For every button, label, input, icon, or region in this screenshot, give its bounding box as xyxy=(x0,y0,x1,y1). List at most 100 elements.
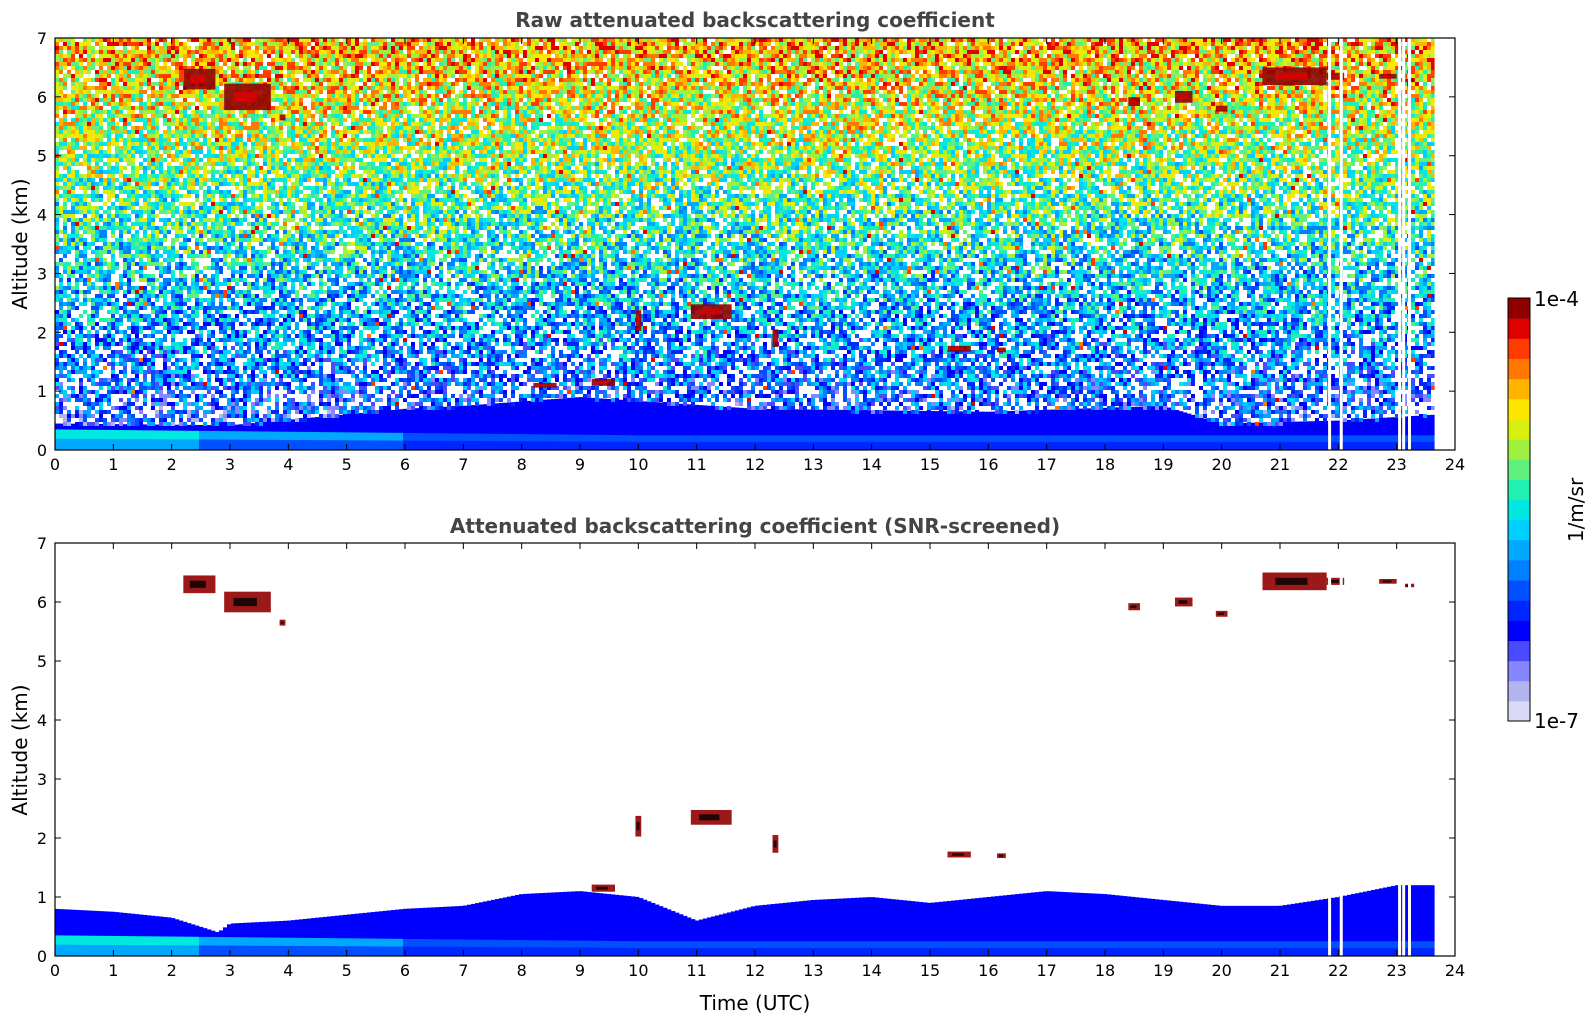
noise-cell xyxy=(207,206,211,210)
noise-cell xyxy=(67,162,71,166)
noise-cell xyxy=(143,250,147,254)
noise-cell xyxy=(123,334,127,338)
noise-cell xyxy=(303,134,307,138)
noise-cell xyxy=(115,326,119,330)
noise-cell xyxy=(175,234,179,238)
noise-cell xyxy=(115,50,119,54)
noise-cell xyxy=(231,162,235,166)
noise-cell xyxy=(215,62,219,66)
noise-cell xyxy=(115,374,119,378)
noise-cell xyxy=(135,194,139,198)
noise-cell xyxy=(187,126,191,130)
noise-cell xyxy=(227,266,231,270)
noise-cell xyxy=(223,242,227,246)
noise-cell xyxy=(203,46,207,50)
noise-cell xyxy=(243,114,247,118)
noise-cell xyxy=(67,194,71,198)
noise-cell xyxy=(187,374,191,378)
noise-cell xyxy=(75,50,79,54)
noise-cell xyxy=(295,98,299,102)
noise-cell xyxy=(223,414,227,418)
noise-cell xyxy=(71,330,75,334)
noise-cell xyxy=(107,50,111,54)
noise-cell xyxy=(199,406,203,410)
noise-cell xyxy=(139,366,143,370)
noise-cell xyxy=(259,42,263,46)
noise-cell xyxy=(83,110,87,114)
noise-cell xyxy=(87,162,91,166)
noise-cell xyxy=(63,398,67,402)
noise-cell xyxy=(223,326,227,330)
noise-cell xyxy=(203,106,207,110)
noise-cell xyxy=(263,382,267,386)
noise-cell xyxy=(83,242,87,246)
noise-cell xyxy=(187,318,191,322)
noise-cell xyxy=(227,170,231,174)
noise-cell xyxy=(239,406,243,410)
noise-cell xyxy=(275,70,279,74)
noise-cell xyxy=(295,266,299,270)
noise-cell xyxy=(71,394,75,398)
noise-cell xyxy=(275,358,279,362)
noise-cell xyxy=(231,110,235,114)
noise-cell xyxy=(87,402,91,406)
noise-cell xyxy=(163,54,167,58)
noise-cell xyxy=(191,354,195,358)
noise-cell xyxy=(199,150,203,154)
noise-cell xyxy=(259,318,263,322)
noise-cell xyxy=(303,126,307,130)
noise-cell xyxy=(275,326,279,330)
noise-cell xyxy=(59,302,63,306)
noise-cell xyxy=(211,202,215,206)
noise-cell xyxy=(91,150,95,154)
noise-cell xyxy=(155,342,159,346)
noise-cell xyxy=(199,94,203,98)
noise-cell xyxy=(275,50,279,54)
noise-cell xyxy=(303,70,307,74)
noise-cell xyxy=(123,310,127,314)
noise-cell xyxy=(155,234,159,238)
noise-cell xyxy=(203,370,207,374)
noise-cell xyxy=(203,210,207,214)
noise-cell xyxy=(135,46,139,50)
noise-cell xyxy=(91,326,95,330)
noise-cell xyxy=(203,310,207,314)
noise-cell xyxy=(307,254,311,258)
noise-cell xyxy=(159,306,163,310)
noise-cell xyxy=(227,210,231,214)
noise-cell xyxy=(135,202,139,206)
noise-cell xyxy=(295,230,299,234)
noise-cell xyxy=(239,242,243,246)
noise-cell xyxy=(95,402,99,406)
noise-cell xyxy=(179,302,183,306)
noise-cell xyxy=(215,126,219,130)
noise-cell xyxy=(143,286,147,290)
noise-cell xyxy=(219,98,223,102)
noise-cell xyxy=(171,86,175,90)
noise-cell xyxy=(107,218,111,222)
noise-cell xyxy=(115,114,119,118)
noise-cell xyxy=(179,142,183,146)
noise-cell xyxy=(123,210,127,214)
noise-cell xyxy=(267,226,271,230)
noise-cell xyxy=(287,366,291,370)
near-surface-aerosol-cell xyxy=(99,439,103,450)
noise-cell xyxy=(295,162,299,166)
noise-cell xyxy=(307,262,311,266)
noise-cell xyxy=(155,114,159,118)
noise-cell xyxy=(271,366,275,370)
noise-cell xyxy=(111,354,115,358)
noise-cell xyxy=(83,262,87,266)
noise-cell xyxy=(223,330,227,334)
noise-cell xyxy=(171,298,175,302)
noise-cell xyxy=(235,294,239,298)
noise-cell xyxy=(59,382,63,386)
noise-cell xyxy=(95,130,99,134)
noise-cell xyxy=(195,262,199,266)
noise-cell xyxy=(159,210,163,214)
noise-cell xyxy=(167,106,171,110)
noise-cell xyxy=(251,154,255,158)
noise-cell xyxy=(223,338,227,342)
noise-cell xyxy=(279,418,283,422)
noise-cell xyxy=(223,378,227,382)
